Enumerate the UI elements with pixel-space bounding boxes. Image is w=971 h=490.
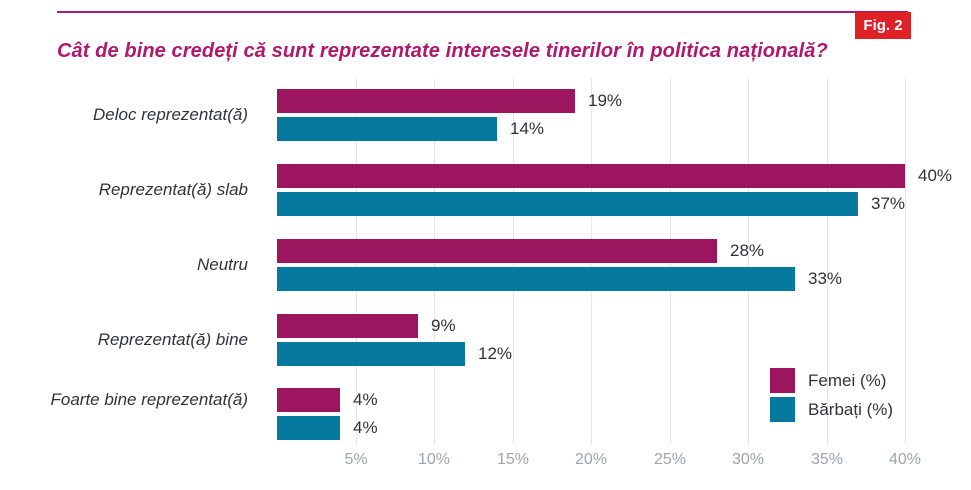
- x-tick-label: 10%: [417, 451, 451, 468]
- x-tick-label: 25%: [653, 451, 687, 468]
- x-tick-label: 35%: [810, 451, 844, 468]
- legend-label: Femei (%): [808, 370, 887, 390]
- bar-series2-cat3: [277, 267, 795, 291]
- x-tick-label: 5%: [344, 451, 368, 468]
- figure-badge-label: Fig. 2: [863, 17, 903, 34]
- bar-series1-cat4: [277, 314, 418, 338]
- bar-series2-cat2: [277, 192, 858, 216]
- value-label: 4%: [353, 390, 378, 409]
- legend-item: Femei (%): [770, 368, 893, 393]
- category-label: Neutru: [196, 255, 248, 274]
- figure-badge: Fig. 2: [855, 12, 911, 39]
- legend: Femei (%) Bărbați (%): [770, 368, 893, 422]
- value-label: 9%: [431, 316, 456, 335]
- x-tick-label: 20%: [574, 451, 608, 468]
- category-label: Foarte bine reprezentat(ă): [50, 390, 249, 409]
- bar-series2-cat5: [277, 416, 340, 440]
- value-label: 12%: [478, 344, 513, 363]
- chart-title: Cât de bine credeți că sunt reprezentate…: [57, 40, 828, 62]
- value-label: 4%: [353, 418, 378, 437]
- bar-series1-cat5: [277, 388, 340, 412]
- value-label: 33%: [808, 269, 843, 288]
- top-rule: [57, 11, 908, 13]
- bar-series2-cat1: [277, 117, 497, 141]
- value-label: 37%: [871, 194, 906, 213]
- value-label: 28%: [730, 241, 765, 260]
- legend-label: Bărbați (%): [808, 399, 894, 419]
- x-tick-label: 15%: [496, 451, 530, 468]
- bar-series1-cat3: [277, 239, 717, 263]
- legend-item: Bărbați (%): [770, 397, 893, 422]
- bar-series1-cat1: [277, 89, 575, 113]
- value-label: 40%: [918, 166, 953, 185]
- gridline: [827, 78, 828, 445]
- legend-swatch: [770, 368, 795, 393]
- gridline: [905, 78, 906, 445]
- value-label: 14%: [510, 119, 545, 138]
- category-label: Reprezentat(ă) slab: [98, 180, 248, 199]
- category-label: Reprezentat(ă) bine: [97, 330, 248, 349]
- bar-series1-cat2: [277, 164, 905, 188]
- value-label: 19%: [588, 91, 623, 110]
- category-label: Deloc reprezentat(ă): [93, 105, 248, 124]
- bar-series2-cat4: [277, 342, 465, 366]
- x-tick-label: 30%: [731, 451, 765, 468]
- x-tick-label: 40%: [888, 451, 922, 468]
- legend-swatch: [770, 397, 795, 422]
- gridline: [748, 78, 749, 445]
